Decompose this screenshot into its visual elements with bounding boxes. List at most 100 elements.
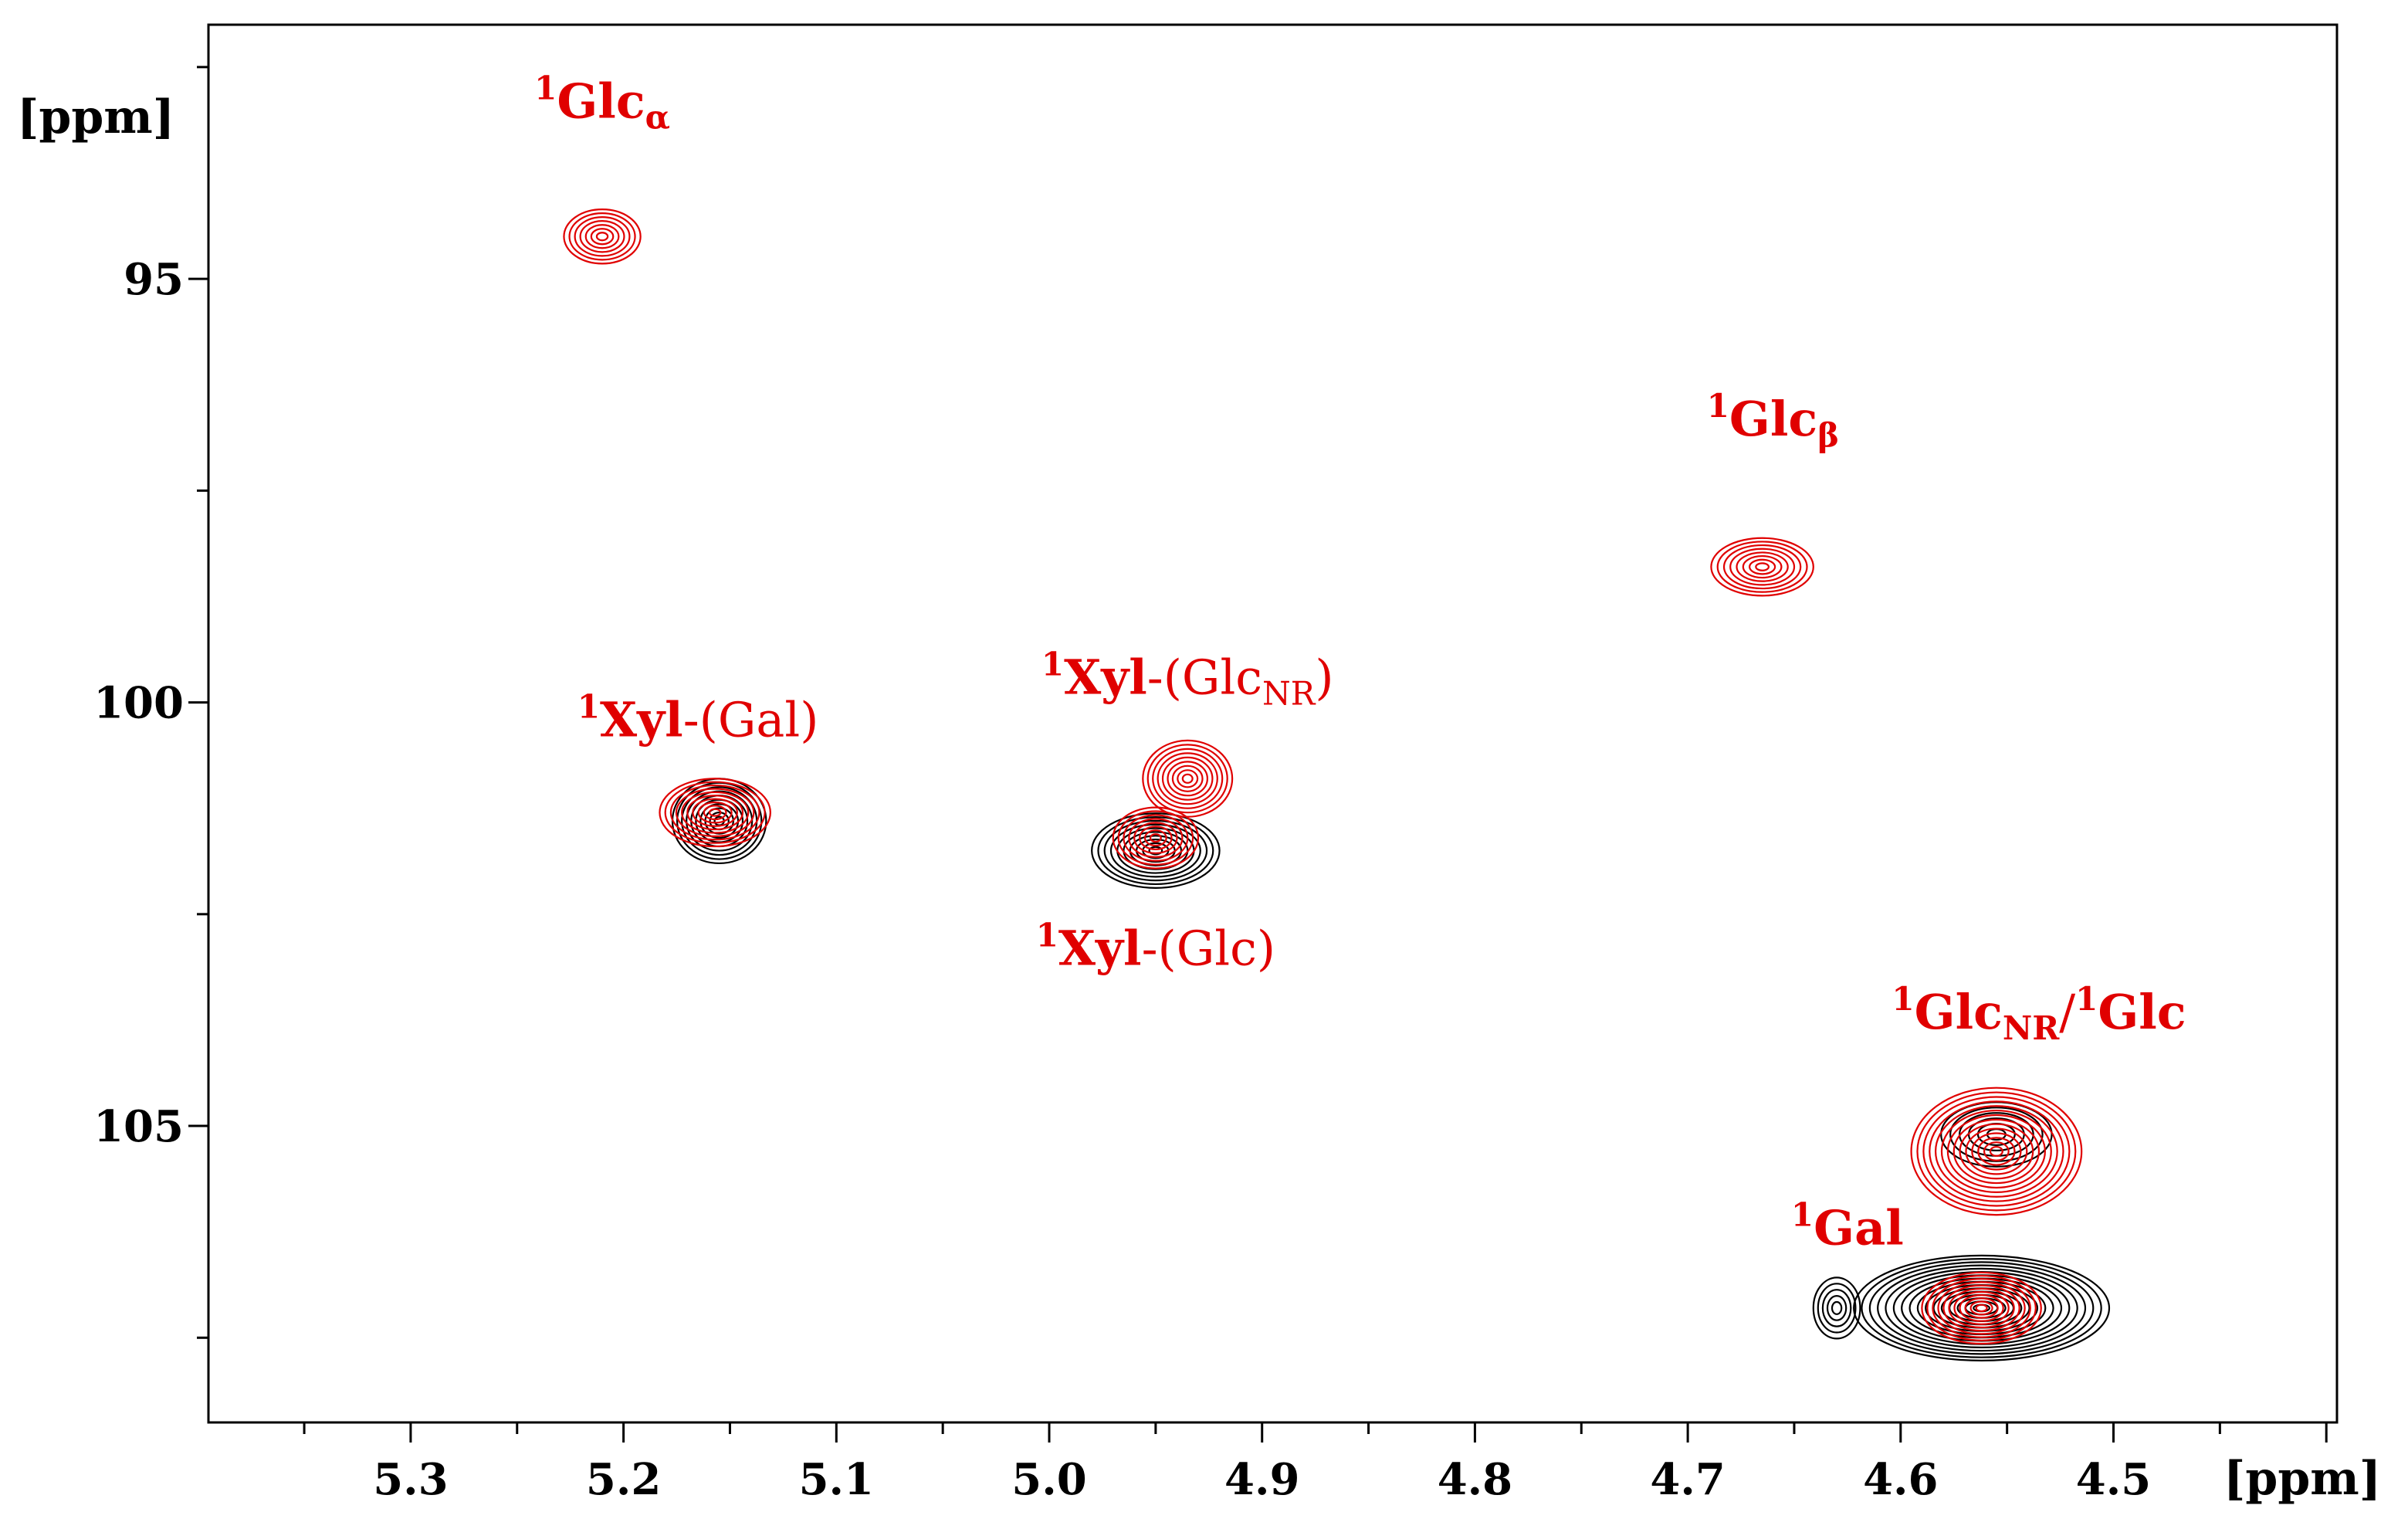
peak-black-gal <box>1853 1254 2111 1362</box>
contour-red-glc-beta-4 <box>1736 551 1789 582</box>
peak-label-xyl-gal: 1Xyl-(Gal) <box>577 687 819 748</box>
peak-red-glc-beta <box>1710 537 1814 597</box>
x-tick-label: 5.2 <box>586 1454 661 1505</box>
y-tick-label: 95 <box>124 254 184 305</box>
x-tick-label: 5.0 <box>1011 1454 1086 1505</box>
contour-red-xyl-glcnr-0 <box>1142 739 1234 818</box>
contour-red-glc-beta-7 <box>1755 562 1770 571</box>
contour-red-xyl-gal-4 <box>681 791 750 834</box>
x-tick-label: 4.5 <box>2076 1454 2151 1505</box>
contour-red-glc-alpha-4 <box>584 224 620 249</box>
peak-red-glc-alpha <box>563 208 642 265</box>
x-axis: 5.3 5.2 5.1 5.0 4.9 4.8 4.7 4.6 4.5 <box>303 1422 2328 1505</box>
contour-red-glcnr-glc-3 <box>1929 1100 2064 1202</box>
contour-red-xyl-glcnr-3 <box>1157 752 1218 805</box>
peak-label-glcnr-glc: 1GlcNR​/1​Glc <box>1892 980 2186 1047</box>
contour-red-glcnr-glc-9 <box>1965 1127 2028 1175</box>
contour-red-glc-beta-0 <box>1710 537 1814 597</box>
peak-black-gal-side <box>1812 1276 1861 1340</box>
contour-red-glc-alpha-0 <box>563 208 642 265</box>
contour-red-xyl-gal-9 <box>708 808 722 817</box>
contour-black-xyl-glc-9 <box>1148 846 1163 856</box>
contour-red-glc-alpha-5 <box>590 228 615 246</box>
contour-red-xyl-glc-0 <box>1112 806 1200 870</box>
contour-black-xyl-glc-1 <box>1097 816 1214 886</box>
x-tick-label: 4.9 <box>1224 1454 1299 1505</box>
y-axis: 95 100 105 <box>93 66 208 1339</box>
contour-black-gal-4 <box>1885 1267 2078 1349</box>
contour-black-gal-0 <box>1853 1254 2111 1362</box>
contour-red-glc-beta-2 <box>1722 544 1802 590</box>
contour-red-gal-6 <box>1953 1290 2010 1325</box>
contour-red-xyl-gal-1 <box>664 781 766 844</box>
peak-red-xyl-glcnr <box>1142 739 1234 818</box>
contour-red-glc-alpha-3 <box>579 220 625 253</box>
contour-red-glc-alpha-2 <box>574 216 631 257</box>
peak-label-glc-alpha: 1Glcα​ <box>534 70 670 137</box>
contour-red-glcnr-glc-10 <box>1971 1132 2022 1171</box>
contour-red-xyl-gal-6 <box>692 798 738 827</box>
peak-label-xyl-glcnr: 1Xyl-(GlcNR​) <box>1041 646 1334 713</box>
contour-red-gal-10 <box>1975 1304 1988 1313</box>
peak-red-xyl-gal <box>659 778 771 848</box>
contour-red-xyl-glc-2 <box>1123 814 1189 862</box>
contour-red-glcnr-glc-2 <box>1922 1096 2071 1207</box>
y-tick-label: 100 <box>93 678 184 729</box>
contour-red-xyl-glc-3 <box>1128 818 1184 858</box>
contour-red-glcnr-glc-4 <box>1934 1105 2058 1198</box>
peak-red-glcnr-glc <box>1910 1087 2083 1216</box>
contour-black-xyl-glc-3 <box>1109 823 1201 878</box>
contour-red-glc-alpha-6 <box>595 232 609 242</box>
contour-red-glc-beta-5 <box>1742 554 1783 579</box>
contour-red-gal-7 <box>1959 1294 2004 1322</box>
contour-red-glc-alpha-1 <box>568 212 636 261</box>
contour-red-glc-beta-3 <box>1729 548 1796 586</box>
contour-red-xyl-glcnr-7 <box>1177 769 1199 788</box>
contour-red-glc-beta-1 <box>1716 541 1808 593</box>
plot-frame <box>207 23 2339 1424</box>
contour-red-glcnr-glc-8 <box>1959 1123 2034 1180</box>
contour-red-glcnr-glc-7 <box>1952 1118 2041 1185</box>
x-axis-label: [ppm] <box>2223 1452 2381 1506</box>
series-black <box>671 778 2111 1362</box>
x-tick-label: 5.1 <box>799 1454 874 1505</box>
contour-red-gal-1 <box>1926 1274 2037 1341</box>
contour-black-gal-3 <box>1877 1264 2087 1352</box>
contour-red-xyl-glcnr-8 <box>1181 773 1194 784</box>
peak-label-glc-beta: 1Glcβ​ <box>1707 387 1839 454</box>
contour-red-xyl-gal-3 <box>675 788 755 837</box>
contour-red-gal-3 <box>1937 1281 2026 1335</box>
contour-black-gal-side-3 <box>1826 1295 1847 1321</box>
x-tick-label: 4.8 <box>1438 1454 1512 1505</box>
contour-red-gal-9 <box>1969 1300 1993 1316</box>
peak-label-gal: 1Gal <box>1791 1196 1904 1256</box>
series-red <box>563 208 2083 1345</box>
peak-label-xyl-glc: 1Xyl-(Glc) <box>1036 917 1275 977</box>
contour-red-xyl-gal-8 <box>703 805 727 821</box>
contour-red-glcnr-glc-0 <box>1910 1087 2083 1216</box>
contour-red-gal-0 <box>1921 1271 2042 1345</box>
contour-black-gal-side-1 <box>1817 1283 1857 1334</box>
contour-red-glc-beta-6 <box>1749 558 1776 575</box>
contour-red-glcnr-glc-1 <box>1916 1091 2077 1212</box>
contour-red-xyl-gal-7 <box>697 801 733 824</box>
contour-red-gal-8 <box>1964 1297 1999 1319</box>
contour-red-xyl-glc-6 <box>1143 829 1167 847</box>
contour-black-gal-7 <box>1908 1277 2054 1339</box>
contour-red-xyl-glcnr-6 <box>1171 764 1204 792</box>
contour-black-gal-2 <box>1868 1261 2095 1355</box>
peak-black-xyl-glc <box>1091 812 1221 889</box>
x-tick-label: 4.6 <box>1863 1454 1938 1505</box>
contour-black-xyl-glc-0 <box>1091 812 1221 889</box>
contour-red-glcnr-glc-6 <box>1946 1114 2046 1189</box>
contour-black-gal-1 <box>1861 1258 2102 1358</box>
contour-red-xyl-glcnr-1 <box>1146 744 1228 814</box>
contour-red-xyl-glcnr-4 <box>1161 756 1214 801</box>
contour-red-gal-4 <box>1942 1284 2020 1332</box>
contour-red-xyl-glc-7 <box>1149 833 1162 843</box>
contour-red-xyl-gal-0 <box>659 778 771 848</box>
contour-red-xyl-glcnr-5 <box>1167 761 1209 797</box>
contour-red-gal-2 <box>1932 1278 2031 1338</box>
contour-black-xyl-glc-2 <box>1103 819 1208 882</box>
contour-red-xyl-glcnr-2 <box>1152 748 1224 809</box>
